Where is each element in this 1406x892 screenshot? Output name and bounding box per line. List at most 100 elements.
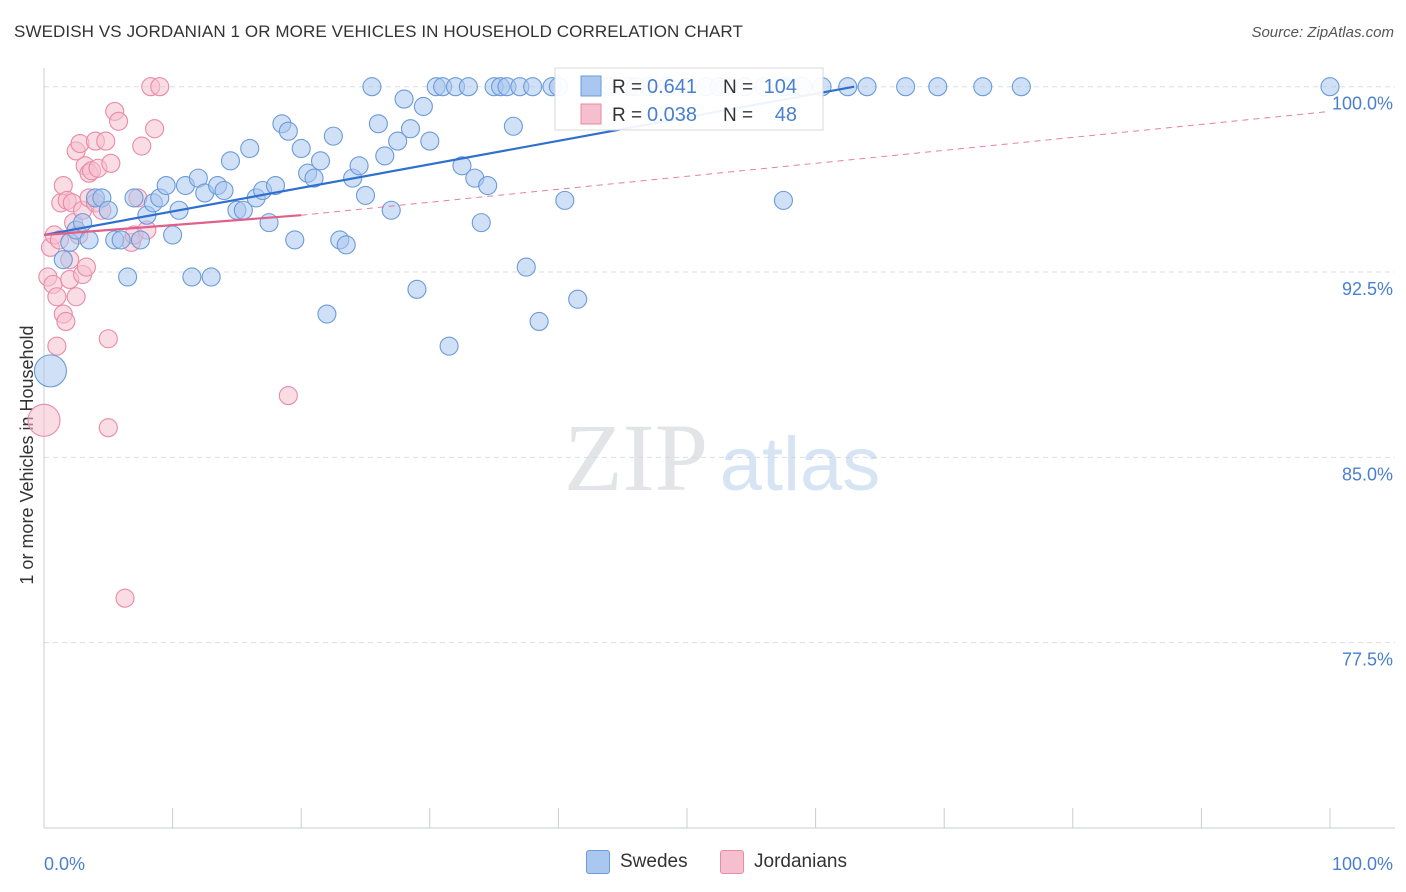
swedes-point bbox=[79, 230, 99, 250]
swedes-point bbox=[407, 279, 427, 299]
swedes-point bbox=[336, 235, 356, 255]
swedes-point bbox=[381, 200, 401, 220]
swedes-point bbox=[220, 151, 241, 171]
swedes-point bbox=[124, 188, 144, 208]
jordanians-point bbox=[132, 136, 152, 156]
legend-r-value: 0.641 bbox=[647, 76, 697, 98]
swedes-point bbox=[452, 156, 472, 176]
jordanians-point bbox=[96, 131, 116, 151]
jordanians-point bbox=[47, 287, 67, 307]
swedes-point bbox=[388, 131, 408, 151]
y-tick-label: 92.5% bbox=[1342, 279, 1393, 299]
swedes-point bbox=[503, 116, 523, 136]
jordanians-point bbox=[47, 336, 67, 356]
swedes-point bbox=[568, 289, 588, 309]
swedes-point bbox=[317, 304, 337, 324]
jordanians-point bbox=[115, 588, 135, 608]
legend-swatch bbox=[580, 75, 602, 97]
swedes-point bbox=[413, 96, 433, 117]
swedes-point bbox=[838, 77, 858, 97]
legend-n-value: 104 bbox=[764, 76, 797, 98]
x-tick-label: 100.0% bbox=[1332, 854, 1393, 874]
swedes-point bbox=[439, 336, 459, 356]
swedes-point bbox=[523, 77, 543, 97]
legend-r-label: R = bbox=[612, 105, 642, 126]
legend-swatch bbox=[580, 103, 602, 125]
swedes-point bbox=[355, 185, 376, 205]
swedes-point bbox=[973, 77, 993, 97]
legend-label-jordanians: Jordanians bbox=[754, 851, 847, 872]
jordanians-point bbox=[56, 311, 76, 332]
swedes-point bbox=[53, 250, 73, 270]
swedes-point bbox=[1011, 77, 1031, 97]
swedes-point bbox=[420, 131, 440, 151]
legend-item-jordanians[interactable]: Jordanians bbox=[720, 850, 847, 874]
jordanians-point bbox=[278, 386, 298, 406]
jordanians-trendline bbox=[43, 214, 302, 237]
swedes-point bbox=[362, 77, 382, 97]
swedes-point bbox=[857, 77, 877, 97]
legend-n-label: N = bbox=[723, 77, 753, 98]
swedes-point bbox=[201, 267, 221, 287]
jordanians-point bbox=[150, 77, 170, 97]
watermark-zip: ZIP bbox=[564, 404, 708, 511]
swedes-point bbox=[278, 121, 298, 141]
jordanians-point bbox=[101, 153, 121, 173]
y-tick-label: 85.0% bbox=[1342, 464, 1393, 484]
swedes-point bbox=[182, 267, 202, 287]
swedes-point bbox=[478, 175, 498, 196]
swedes-point bbox=[156, 175, 176, 196]
swedes-point bbox=[516, 257, 536, 277]
jordanians-point bbox=[66, 287, 86, 307]
legend-r-value: 0.038 bbox=[647, 104, 697, 126]
y-tick-label: 77.5% bbox=[1342, 650, 1393, 670]
bottom-legend: Swedes Jordanians bbox=[0, 850, 1406, 880]
legend-n-value: 48 bbox=[775, 104, 797, 126]
jordanians-point bbox=[145, 119, 165, 139]
swedes-point bbox=[98, 200, 118, 220]
swedes-point bbox=[285, 230, 305, 250]
swedes-point bbox=[310, 151, 331, 171]
y-tick-label: 100.0% bbox=[1332, 94, 1393, 114]
swedes-point bbox=[928, 77, 948, 97]
source-label: Source: ZipAtlas.com bbox=[1251, 24, 1394, 41]
legend-r-label: R = bbox=[612, 77, 642, 98]
x-tick-label: 0.0% bbox=[44, 854, 85, 874]
swedes-point bbox=[323, 126, 343, 146]
swedes-point bbox=[471, 213, 491, 233]
swedes-point bbox=[896, 77, 916, 97]
watermark-atlas: atlas bbox=[720, 422, 881, 507]
swedes-point bbox=[163, 225, 183, 245]
y-axis-label: 1 or more Vehicles in Household bbox=[17, 325, 37, 584]
swedes-swatch bbox=[586, 850, 610, 874]
jordanians-point bbox=[27, 403, 61, 437]
jordanians-point bbox=[109, 111, 129, 131]
jordanians-point bbox=[98, 418, 118, 438]
jordanians-swatch bbox=[720, 850, 744, 874]
swedes-point bbox=[130, 230, 150, 250]
swedes-point bbox=[111, 230, 131, 250]
legend-item-swedes[interactable]: Swedes bbox=[586, 850, 688, 874]
swedes-point bbox=[458, 77, 478, 97]
swedes-point bbox=[375, 146, 395, 166]
swedes-point bbox=[394, 89, 414, 109]
swedes-point bbox=[291, 138, 311, 159]
swedes-point bbox=[368, 114, 388, 134]
legend-n-label: N = bbox=[723, 105, 753, 126]
swedes-point bbox=[214, 180, 234, 201]
legend-label-swedes: Swedes bbox=[620, 851, 688, 872]
swedes-point bbox=[118, 267, 138, 287]
jordanians-trendline-extension bbox=[301, 110, 1331, 216]
swedes-point bbox=[240, 138, 260, 159]
swedes-point bbox=[773, 190, 794, 210]
jordanians-point bbox=[98, 329, 118, 349]
chart-title: SWEDISH VS JORDANIAN 1 OR MORE VEHICLES … bbox=[14, 22, 743, 41]
jordanians-point bbox=[76, 257, 96, 277]
swedes-point bbox=[529, 311, 549, 332]
swedes-point bbox=[304, 168, 324, 188]
swedes-point bbox=[400, 119, 421, 139]
swedes-point bbox=[1320, 77, 1340, 97]
swedes-point bbox=[265, 175, 286, 196]
swedes-point bbox=[555, 190, 575, 210]
